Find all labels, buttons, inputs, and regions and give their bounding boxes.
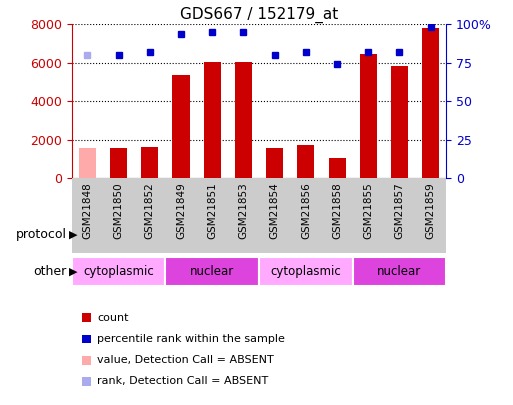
Bar [259,220,446,249]
Text: GSM21848: GSM21848 [83,182,92,239]
Text: nuclear: nuclear [378,265,422,278]
Title: GDS667 / 152179_at: GDS667 / 152179_at [180,7,338,23]
Bar [72,257,165,286]
Bar [141,147,159,178]
Text: cytoplasmic: cytoplasmic [83,265,154,278]
Text: ▶: ▶ [69,266,78,276]
Bar [110,148,127,178]
Bar [353,257,446,286]
Bar [360,54,377,178]
Text: value, Detection Call = ABSENT: value, Detection Call = ABSENT [97,355,274,365]
Text: dU2AF50 knock-down: dU2AF50 knock-down [289,228,417,241]
Bar [79,148,96,178]
Text: cytoplasmic: cytoplasmic [270,265,341,278]
Text: protocol: protocol [16,228,67,241]
Text: GSM21859: GSM21859 [426,182,436,239]
Text: rank, Detection Call = ABSENT: rank, Detection Call = ABSENT [97,376,269,386]
Text: other: other [33,265,67,278]
Text: GSM21850: GSM21850 [114,182,124,239]
Text: GSM21852: GSM21852 [145,182,155,239]
Bar [266,148,283,178]
Bar [172,75,190,178]
Text: GSM21857: GSM21857 [394,182,404,239]
Text: nuclear: nuclear [190,265,234,278]
Bar [391,66,408,178]
Text: count: count [97,313,129,323]
Bar [259,257,353,286]
Bar [204,62,221,178]
Bar [298,145,314,178]
Text: GSM21854: GSM21854 [270,182,280,239]
Bar [72,220,259,249]
Text: GSM21853: GSM21853 [239,182,248,239]
Text: percentile rank within the sample: percentile rank within the sample [97,334,285,344]
Text: GSM21851: GSM21851 [207,182,217,239]
Text: GSM21855: GSM21855 [363,182,373,239]
Text: GSM21856: GSM21856 [301,182,311,239]
Bar [235,62,252,178]
Text: ▶: ▶ [69,230,78,240]
Text: GSM21849: GSM21849 [176,182,186,239]
Text: non-specific  knock-down: non-specific knock-down [91,228,240,241]
Text: GSM21858: GSM21858 [332,182,342,239]
Bar [422,28,439,178]
Bar [165,257,259,286]
Bar [328,158,346,178]
